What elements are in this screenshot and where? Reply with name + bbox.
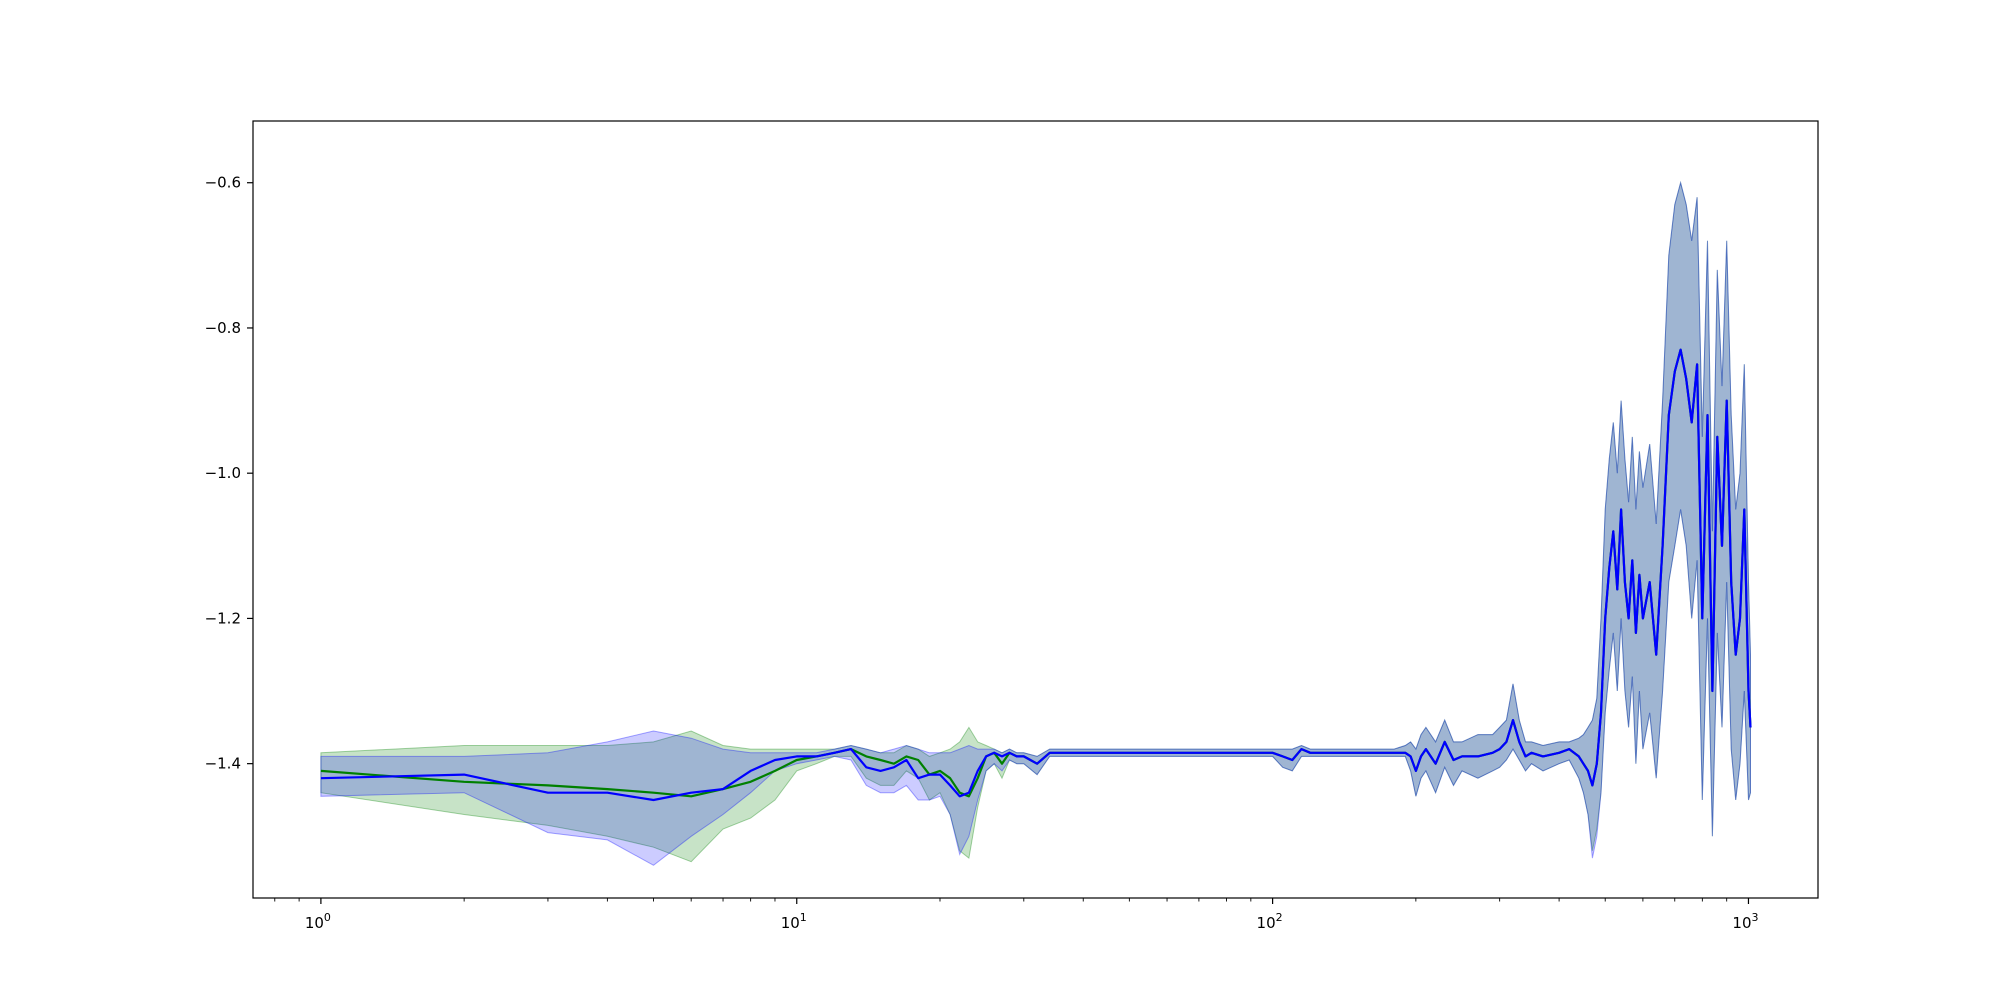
x-tick-base: 10 [305,914,324,932]
x-tick-exponent: 3 [1752,911,1759,924]
series-1-band [320,180,1751,863]
y-axis: −0.6 −0.8 −1.0 −1.2 −1.4 [205,174,253,773]
x-tick-label: 100 [305,911,331,932]
x-tick-base: 10 [1732,914,1751,932]
y-tick-label: −1.4 [205,755,241,773]
x-tick-exponent: 1 [800,911,807,924]
x-tick-label: 103 [1732,911,1758,932]
x-axis: 100 101 102 103 [274,898,1759,932]
confidence-bands [320,180,1751,866]
x-tick-base: 10 [1257,914,1276,932]
x-tick-base: 10 [781,914,800,932]
x-tick-exponent: 2 [1276,911,1283,924]
plot-frame [252,120,1819,899]
y-tick-label: −1.2 [205,609,241,627]
series-2-line [320,348,1752,802]
x-tick-label: 102 [1257,911,1283,932]
y-tick-label: −0.6 [205,174,241,192]
y-tick-label: −1.0 [205,464,241,482]
mean-lines [320,348,1752,802]
y-tick-label: −0.8 [205,319,241,337]
x-tick-label: 101 [781,911,807,932]
x-tick-exponent: 0 [324,911,331,924]
series-2-band [320,180,1751,866]
